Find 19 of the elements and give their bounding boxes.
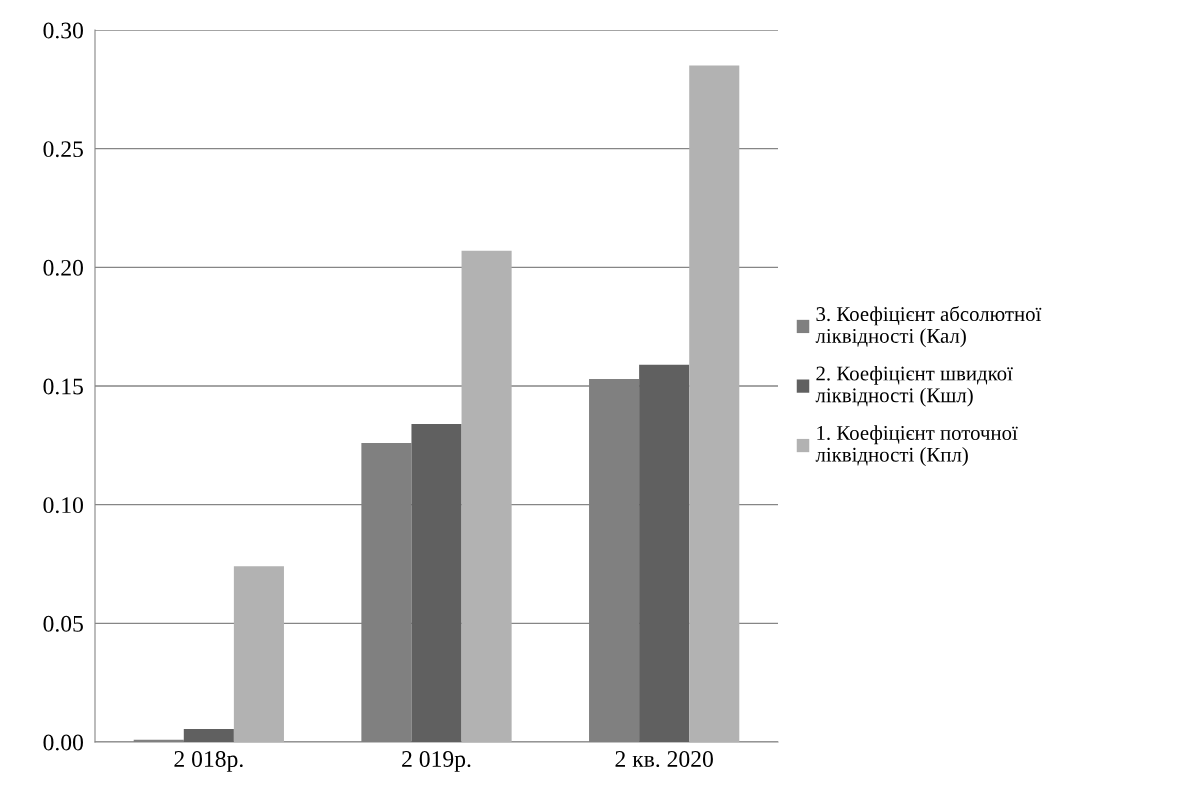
y-tick-label: 0.25 — [43, 141, 83, 158]
x-tick-label: 2 019р. — [402, 751, 471, 772]
bar — [183, 728, 234, 742]
y-tick-label: 0.30 — [43, 22, 83, 39]
bar — [689, 65, 740, 742]
bar — [411, 423, 462, 742]
y-tick-label: 0.05 — [43, 615, 83, 632]
legend-label: 1. Коефіцієнт поточної ліквідності (Кпл) — [815, 425, 1018, 466]
x-tick-label: 2 018р. — [174, 751, 243, 772]
y-tick-label: 0.15 — [43, 378, 83, 395]
x-tick-label: 2 кв. 2020 — [615, 751, 713, 768]
y-tick-label: 0.20 — [43, 259, 83, 276]
bar — [233, 566, 284, 742]
legend-label: 2. Коефіцієнт швидкої ліквідності (Кшл) — [815, 365, 1013, 407]
legend-label: 3. Коефіцієнт абсолютної ліквідності (Кал) — [815, 306, 1042, 348]
y-tick-label: 0.10 — [43, 497, 83, 514]
bar — [639, 364, 690, 742]
bar — [461, 250, 512, 742]
y-tick-label: 0.00 — [43, 734, 83, 751]
